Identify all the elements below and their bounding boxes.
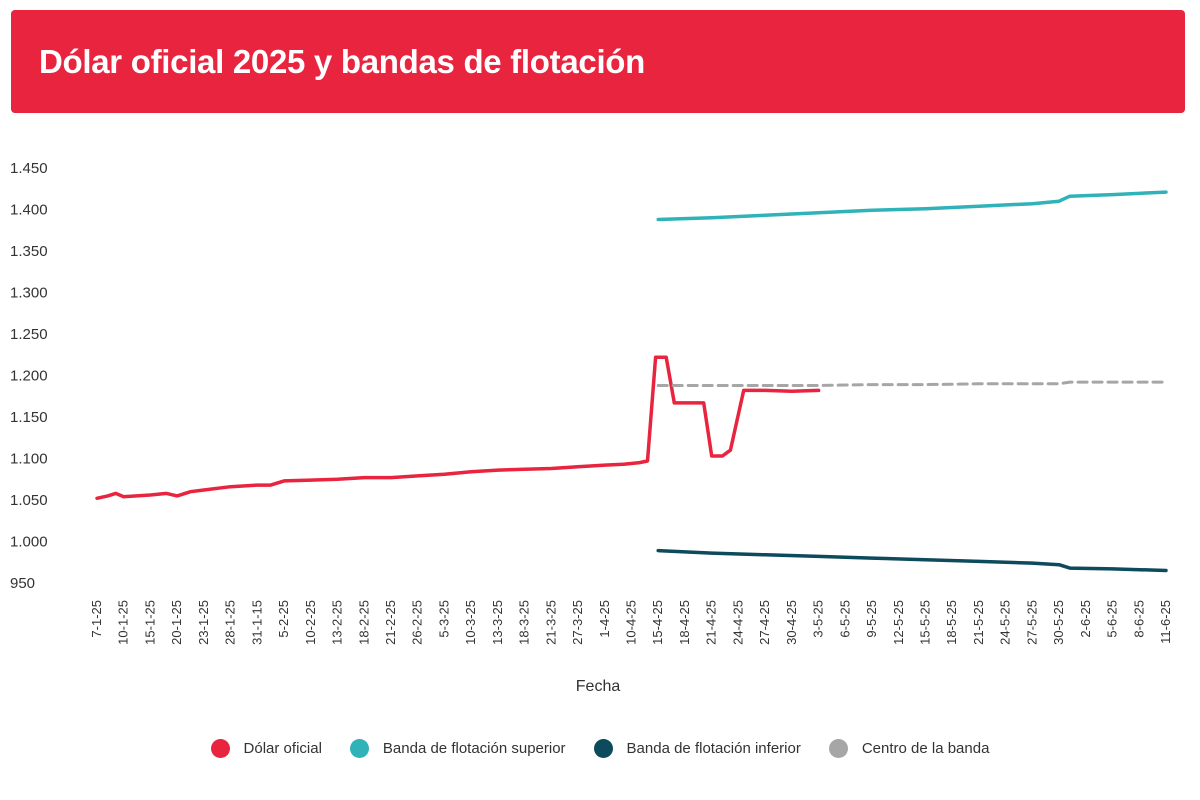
y-tick-label: 1.450 (10, 160, 48, 177)
legend-label: Dólar oficial (243, 739, 322, 757)
x-tick-label: 18-2-25 (356, 600, 371, 645)
y-tick-label: 1.050 (10, 492, 48, 509)
legend-label: Banda de flotación superior (382, 739, 566, 757)
x-tick-label: 15-5-25 (917, 600, 932, 645)
y-tick-label: 1.350 (10, 243, 48, 260)
x-axis: 7-1-25 10-1-25 15-1-25 20-1-25 23-1-25 28-1-2… (89, 600, 1173, 645)
y-tick-label: 1.250 (10, 326, 48, 343)
x-tick-label: 23-1-25 (196, 600, 211, 645)
x-tick-label: 18-4-25 (677, 600, 692, 645)
y-tick-label: 1.400 (10, 202, 48, 219)
x-tick-label: 10-1-25 (116, 600, 131, 645)
x-tick-label: 26-2-25 (410, 600, 425, 645)
x-tick-label: 18-5-25 (944, 600, 959, 645)
x-tick-label: 21-5-25 (971, 600, 986, 645)
x-tick-label: 27-5-25 (1024, 600, 1039, 645)
x-tick-label: 27-3-25 (570, 600, 585, 645)
x-tick-label: 24-5-25 (998, 600, 1013, 645)
x-tick-label: 10-2-25 (303, 600, 318, 645)
legend-item: Banda de flotación superior (349, 738, 566, 758)
series-line-2 (656, 190, 1168, 222)
series-lines (95, 190, 1168, 573)
x-tick-label: 10-4-25 (624, 600, 639, 645)
x-tick-label: 5-3-25 (436, 600, 451, 638)
x-tick-label: 13-2-25 (330, 600, 345, 645)
x-tick-label: 15-1-25 (142, 600, 157, 645)
y-tick-label: 1.200 (10, 368, 48, 385)
x-tick-label: 7-1-25 (89, 600, 104, 638)
x-axis-title: Fecha (576, 678, 621, 695)
x-tick-label: 2-6-25 (1078, 600, 1093, 638)
x-tick-label: 28-1-25 (223, 600, 238, 645)
x-tick-label: 9-5-25 (864, 600, 879, 638)
x-tick-label: 5-2-25 (276, 600, 291, 638)
legend-marker (828, 738, 848, 758)
x-tick-label: 3-5-25 (811, 600, 826, 638)
chart-area: 1.450 1.400 1.350 1.300 1.250 1.200 1.150 1.100… (10, 160, 1173, 695)
series-line-1 (95, 355, 821, 501)
y-tick-label: 950 (10, 575, 35, 592)
title-banner: Dólar oficial 2025 y bandas de flotación (11, 10, 1185, 113)
x-tick-label: 5-6-25 (1105, 600, 1120, 638)
legend: Dólar oficial Banda de flotación superior… (0, 732, 1200, 764)
legend-label: Centro de la banda (861, 739, 990, 757)
x-tick-label: 31-1-15 (249, 600, 264, 645)
y-tick-label: 1.300 (10, 285, 48, 302)
legend-marker (593, 738, 613, 758)
x-tick-label: 24-4-25 (730, 600, 745, 645)
x-tick-label: 1-4-25 (597, 600, 612, 638)
x-tick-label: 6-5-25 (837, 600, 852, 638)
legend-label: Banda de flotación inferior (626, 739, 801, 757)
legend-item: Centro de la banda (828, 738, 990, 758)
y-tick-label: 1.100 (10, 451, 48, 468)
x-tick-label: 30-4-25 (784, 600, 799, 645)
x-tick-label: 21-2-25 (383, 600, 398, 645)
legend-marker (349, 738, 369, 758)
legend-item: Banda de flotación inferior (593, 738, 801, 758)
x-tick-label: 11-6-25 (1158, 600, 1173, 644)
x-tick-label: 30-5-25 (1051, 600, 1066, 645)
x-tick-label: 21-4-25 (704, 600, 719, 645)
y-tick-label: 1.000 (10, 534, 48, 551)
series-line-4 (656, 380, 1168, 387)
x-tick-label: 20-1-25 (169, 600, 184, 645)
x-tick-label: 8-6-25 (1131, 600, 1146, 638)
legend-item: Dólar oficial (210, 738, 322, 758)
x-tick-label: 10-3-25 (463, 600, 478, 645)
y-axis: 1.450 1.400 1.350 1.300 1.250 1.200 1.150 1.100… (10, 160, 48, 592)
x-tick-label: 12-5-25 (891, 600, 906, 645)
x-tick-label: 15-4-25 (650, 600, 665, 645)
x-tick-label: 13-3-25 (490, 600, 505, 645)
x-tick-label: 27-4-25 (757, 600, 772, 645)
x-tick-label: 18-3-25 (517, 600, 532, 645)
chart-title: Dólar oficial 2025 y bandas de flotación (39, 42, 646, 80)
x-tick-label: 21-3-25 (543, 600, 558, 645)
series-line-3 (656, 548, 1168, 573)
y-tick-label: 1.150 (10, 409, 48, 426)
legend-marker (210, 738, 230, 758)
